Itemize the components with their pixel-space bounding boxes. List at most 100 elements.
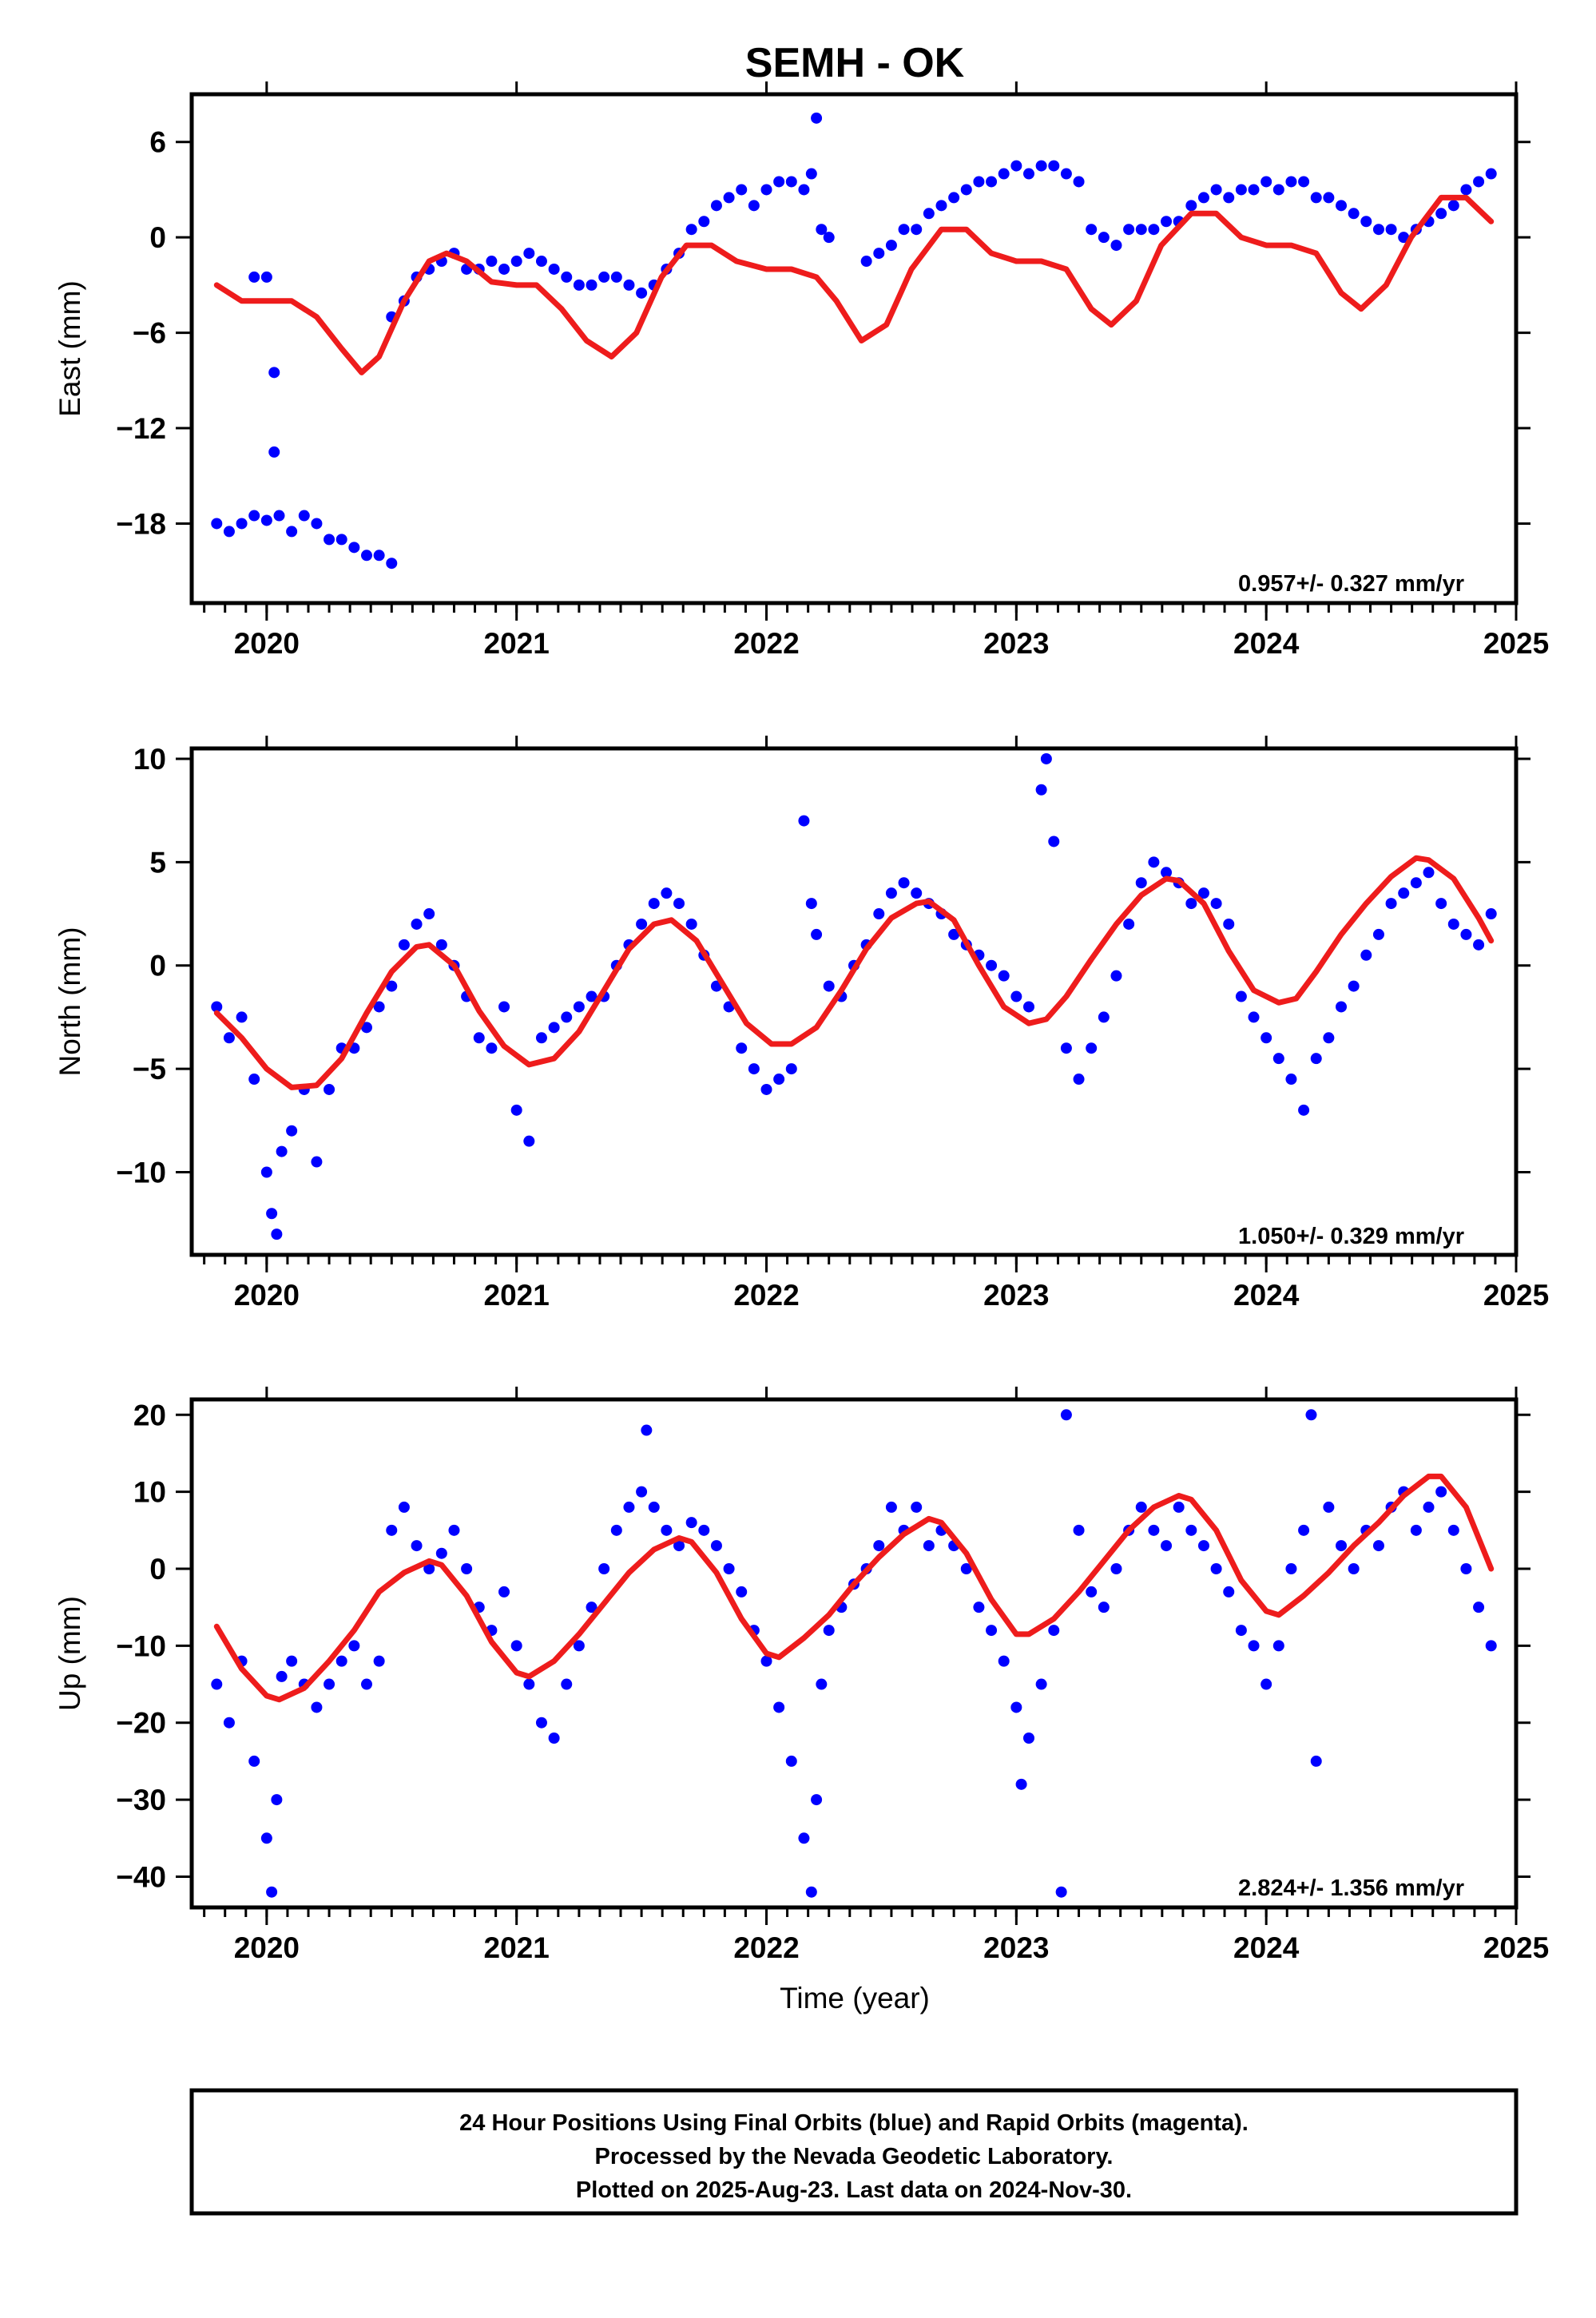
- data-point: [1235, 1625, 1247, 1637]
- data-point: [1473, 176, 1485, 188]
- data-point: [335, 534, 347, 546]
- data-point: [1310, 1755, 1322, 1767]
- data-point: [260, 514, 272, 526]
- data-point: [641, 1424, 653, 1436]
- data-point: [1298, 176, 1310, 188]
- data-point: [324, 1678, 335, 1690]
- data-point: [1336, 1540, 1348, 1552]
- data-point: [1035, 160, 1047, 172]
- data-point: [785, 1063, 797, 1075]
- data-point: [898, 224, 910, 236]
- data-point: [324, 1083, 335, 1095]
- data-point: [1235, 990, 1247, 1002]
- data-point: [1015, 1778, 1027, 1790]
- data-point: [1086, 1042, 1098, 1054]
- data-point: [710, 200, 722, 212]
- data-point: [610, 1524, 622, 1536]
- data-point: [1135, 1501, 1147, 1513]
- data-point: [348, 542, 360, 554]
- data-point: [311, 1156, 323, 1168]
- data-point: [1410, 1524, 1422, 1536]
- data-point: [911, 1501, 923, 1513]
- x-tick-label: 2021: [484, 1931, 550, 1964]
- data-point: [698, 1524, 710, 1536]
- data-point: [586, 279, 598, 291]
- data-point: [1310, 1053, 1322, 1065]
- data-point: [248, 510, 260, 522]
- data-point: [1248, 1011, 1260, 1023]
- data-point: [1110, 240, 1122, 252]
- data-point: [636, 1486, 648, 1498]
- data-point: [860, 256, 872, 268]
- data-point: [1485, 1640, 1497, 1652]
- data-point: [1261, 1678, 1272, 1690]
- data-point: [811, 1794, 823, 1806]
- data-point: [236, 1011, 248, 1023]
- y-tick-label: 6: [149, 126, 166, 159]
- data-point: [998, 168, 1010, 180]
- data-point: [986, 1625, 998, 1637]
- data-point: [1336, 200, 1348, 212]
- data-point: [1272, 1640, 1284, 1652]
- data-point: [1060, 1042, 1072, 1054]
- data-point: [773, 1074, 785, 1086]
- data-point: [1298, 1104, 1310, 1116]
- y-tick-label: 10: [133, 1476, 166, 1509]
- data-point: [1022, 1001, 1034, 1013]
- data-point: [785, 176, 797, 188]
- data-point: [1210, 184, 1222, 196]
- x-tick-label: 2023: [983, 1931, 1049, 1964]
- data-point: [561, 271, 573, 283]
- data-point: [1248, 1640, 1260, 1652]
- data-point: [435, 1547, 447, 1559]
- data-point: [286, 526, 298, 538]
- data-point: [1073, 1074, 1085, 1086]
- data-point: [1272, 184, 1284, 196]
- data-point: [1098, 232, 1110, 244]
- data-point: [1460, 184, 1472, 196]
- data-point: [773, 176, 785, 188]
- data-point: [373, 1655, 385, 1667]
- data-point: [1323, 1032, 1335, 1044]
- data-point: [211, 518, 223, 530]
- data-point: [260, 271, 272, 283]
- data-point: [1410, 877, 1422, 889]
- data-point: [298, 510, 310, 522]
- y-tick-label: −12: [116, 412, 166, 445]
- data-point: [1447, 200, 1459, 212]
- data-point: [1197, 192, 1209, 204]
- data-point: [873, 1540, 885, 1552]
- data-point: [386, 980, 398, 992]
- data-point: [561, 1678, 573, 1690]
- data-point: [535, 256, 547, 268]
- data-point: [1385, 224, 1397, 236]
- data-point: [1272, 1053, 1284, 1065]
- data-point: [1055, 1886, 1067, 1898]
- data-point: [773, 1701, 785, 1713]
- data-point: [1323, 1501, 1335, 1513]
- plot-frame: [189, 92, 1519, 605]
- data-point: [1423, 867, 1435, 879]
- model-curve: [213, 194, 1495, 375]
- data-point: [1447, 1524, 1459, 1536]
- y-tick-label: 20: [133, 1399, 166, 1431]
- data-point: [1073, 176, 1085, 188]
- data-point: [873, 248, 885, 260]
- x-tick-label: 2025: [1483, 627, 1549, 660]
- data-point: [236, 518, 248, 530]
- data-point: [1035, 1678, 1047, 1690]
- data-point: [1248, 184, 1260, 196]
- data-point: [324, 534, 335, 546]
- data-point: [1360, 216, 1372, 228]
- data-point: [823, 980, 835, 992]
- data-point: [561, 1011, 573, 1023]
- data-point: [673, 898, 685, 910]
- data-point: [523, 1135, 535, 1147]
- data-point: [311, 1701, 323, 1713]
- data-point: [610, 271, 622, 283]
- data-point: [1485, 908, 1497, 920]
- footer-line-2: Processed by the Nevada Geodetic Laborat…: [595, 2144, 1114, 2169]
- panels: 2020 2021 2022 2023 2024 2025 −18 −12 −6 0 6 East (…: [54, 81, 1549, 1964]
- data-point: [435, 939, 447, 951]
- data-point: [1348, 208, 1360, 220]
